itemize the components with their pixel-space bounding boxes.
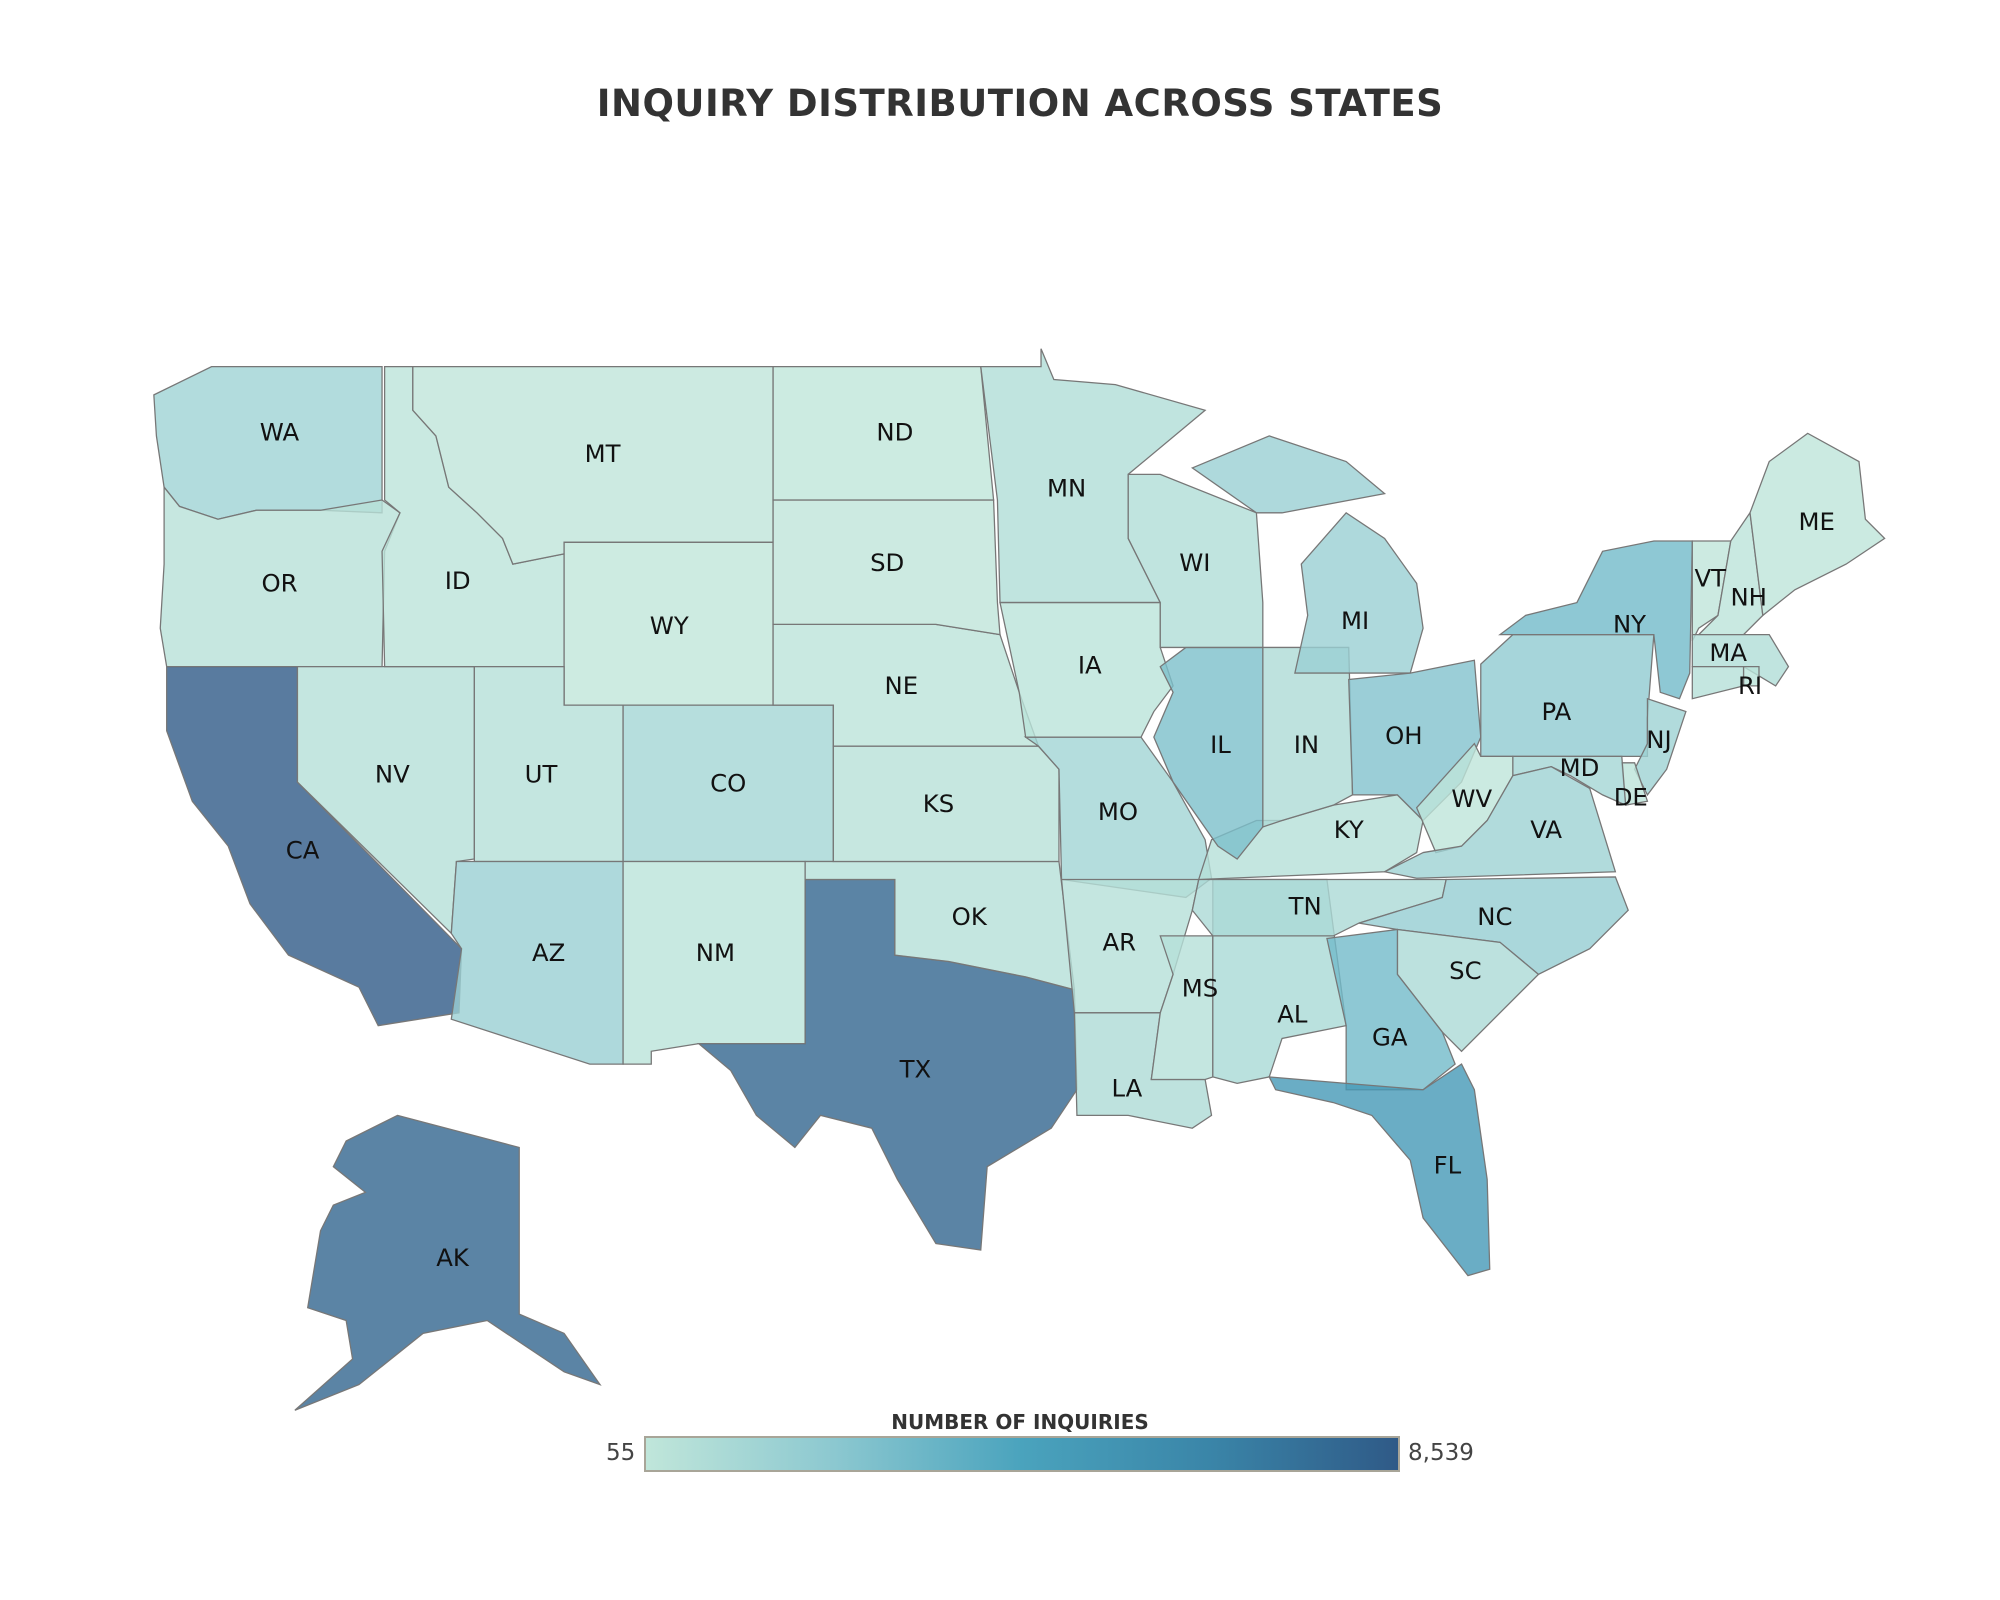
state-label-fl: FL: [1434, 1151, 1462, 1180]
state-label-nc: NC: [1477, 902, 1512, 931]
state-label-va: VA: [1530, 815, 1562, 844]
state-label-md: MD: [1560, 753, 1600, 782]
legend-title: NUMBER OF INQUIRIES: [891, 1410, 1149, 1434]
state-label-ga: GA: [1372, 1022, 1408, 1051]
state-label-ar: AR: [1102, 928, 1136, 957]
state-label-ne: NE: [884, 671, 918, 700]
state-label-mt: MT: [585, 439, 621, 468]
state-ct[interactable]: [1691, 666, 1745, 700]
state-label-de: DE: [1614, 783, 1648, 812]
state-label-ks: KS: [923, 789, 954, 818]
state-label-nh: NH: [1730, 583, 1767, 612]
state-label-ak: AK: [436, 1243, 470, 1272]
state-label-ma: MA: [1709, 638, 1747, 667]
state-ga[interactable]: [1326, 928, 1456, 1091]
state-ri[interactable]: [1742, 666, 1760, 687]
state-fl[interactable]: [1268, 1063, 1491, 1277]
state-label-il: IL: [1210, 730, 1231, 759]
state-label-co: CO: [710, 769, 746, 798]
state-wi[interactable]: [1127, 473, 1264, 649]
state-label-ca: CA: [286, 835, 320, 864]
state-nd[interactable]: [772, 366, 995, 501]
state-label-wa: WA: [260, 417, 300, 446]
state-label-tn: TN: [1288, 892, 1322, 921]
state-mn[interactable]: [980, 348, 1207, 604]
state-me[interactable]: [1749, 432, 1886, 617]
state-label-or: OR: [261, 569, 297, 598]
state-label-oh: OH: [1385, 721, 1422, 750]
state-label-mi: MI: [1341, 606, 1369, 635]
state-label-wi: WI: [1179, 548, 1210, 577]
state-mi[interactable]: [1190, 435, 1387, 514]
state-label-in: IN: [1294, 730, 1319, 759]
state-label-me: ME: [1798, 507, 1834, 536]
state-label-wv: WV: [1451, 784, 1492, 813]
state-label-ms: MS: [1182, 974, 1218, 1003]
state-label-nd: ND: [876, 417, 913, 446]
legend-color-bar: [644, 1436, 1400, 1472]
state-label-vt: VT: [1694, 563, 1726, 592]
state-label-nj: NJ: [1646, 725, 1671, 754]
state-label-ut: UT: [525, 760, 558, 789]
chart-title: INQUIRY DISTRIBUTION ACROSS STATES: [596, 82, 1444, 125]
state-mi[interactable]: [1294, 511, 1424, 674]
state-label-mo: MO: [1098, 797, 1138, 826]
state-label-sc: SC: [1449, 956, 1481, 985]
state-label-ia: IA: [1078, 651, 1102, 680]
state-label-ok: OK: [952, 902, 988, 931]
state-va[interactable]: [1382, 765, 1617, 879]
legend-min-label: 55: [606, 1440, 636, 1466]
state-label-wy: WY: [650, 611, 689, 640]
legend-max-label: 8,539: [1408, 1440, 1474, 1466]
state-label-la: LA: [1112, 1074, 1143, 1103]
state-label-sd: SD: [870, 548, 904, 577]
state-label-ny: NY: [1613, 610, 1646, 639]
state-vt[interactable]: [1691, 540, 1732, 642]
state-nj[interactable]: [1633, 697, 1687, 797]
state-label-al: AL: [1277, 999, 1308, 1028]
state-label-nv: NV: [375, 760, 410, 789]
state-label-pa: PA: [1542, 697, 1572, 726]
state-label-ri: RI: [1738, 671, 1762, 700]
state-ak[interactable]: [294, 1114, 602, 1411]
state-il[interactable]: [1153, 646, 1264, 860]
state-label-tx: TX: [899, 1055, 932, 1084]
state-label-id: ID: [445, 566, 471, 595]
state-label-nm: NM: [696, 938, 735, 967]
state-label-az: AZ: [532, 938, 565, 967]
state-pa[interactable]: [1480, 633, 1655, 758]
state-label-mn: MN: [1047, 474, 1086, 503]
state-label-ky: KY: [1334, 815, 1364, 844]
